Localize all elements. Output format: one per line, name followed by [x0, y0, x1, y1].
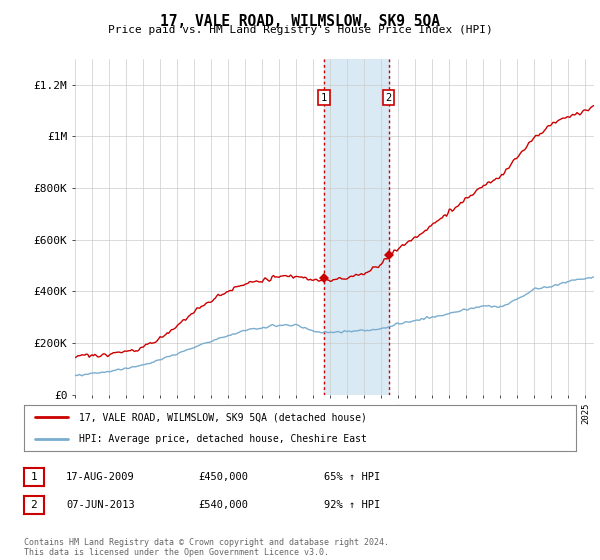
Text: 1: 1 — [31, 472, 37, 482]
Text: 92% ↑ HPI: 92% ↑ HPI — [324, 500, 380, 510]
Bar — [324, 59, 389, 395]
Text: 65% ↑ HPI: 65% ↑ HPI — [324, 472, 380, 482]
Text: 07-JUN-2013: 07-JUN-2013 — [66, 500, 135, 510]
Text: 17, VALE ROAD, WILMSLOW, SK9 5QA: 17, VALE ROAD, WILMSLOW, SK9 5QA — [160, 14, 440, 29]
Text: £450,000: £450,000 — [198, 472, 248, 482]
Text: 2: 2 — [31, 500, 37, 510]
Text: 2: 2 — [385, 92, 392, 102]
Text: HPI: Average price, detached house, Cheshire East: HPI: Average price, detached house, Ches… — [79, 435, 367, 444]
Text: 1: 1 — [321, 92, 327, 102]
Text: 17, VALE ROAD, WILMSLOW, SK9 5QA (detached house): 17, VALE ROAD, WILMSLOW, SK9 5QA (detach… — [79, 412, 367, 422]
Text: 17-AUG-2009: 17-AUG-2009 — [66, 472, 135, 482]
Text: Contains HM Land Registry data © Crown copyright and database right 2024.
This d: Contains HM Land Registry data © Crown c… — [24, 538, 389, 557]
Text: £540,000: £540,000 — [198, 500, 248, 510]
Text: Price paid vs. HM Land Registry's House Price Index (HPI): Price paid vs. HM Land Registry's House … — [107, 25, 493, 35]
